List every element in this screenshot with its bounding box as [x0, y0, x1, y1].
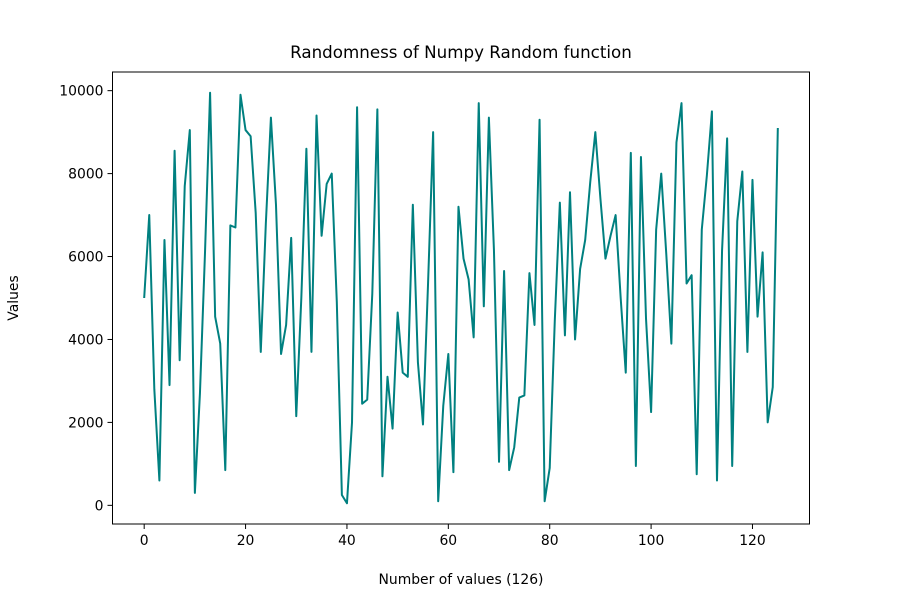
x-tick-label: 60 — [439, 533, 457, 549]
x-tick-label: 80 — [541, 533, 559, 549]
plot-area — [143, 91, 779, 505]
y-axis: 0 2000 4000 6000 8000 10000 — [59, 84, 113, 514]
x-tick-label: 120 — [739, 533, 766, 549]
y-tick-label: 6000 — [68, 250, 103, 266]
y-tick-label: 4000 — [68, 332, 103, 348]
x-axis-label: Number of values (126) — [379, 572, 544, 588]
y-axis-label: Values — [6, 275, 22, 320]
y-tick-label: 8000 — [68, 167, 103, 183]
y-tick-label: 2000 — [68, 415, 103, 431]
series-line-0 — [143, 91, 779, 505]
x-tick-label: 100 — [638, 533, 665, 549]
x-tick-label: 40 — [338, 533, 356, 549]
chart-title: Randomness of Numpy Random function — [290, 42, 632, 62]
x-axis: 0 20 40 60 80 100 120 — [140, 524, 766, 549]
x-tick-label: 0 — [140, 533, 149, 549]
x-tick-label: 20 — [237, 533, 255, 549]
y-tick-label: 10000 — [59, 84, 103, 100]
plot-frame — [112, 71, 810, 525]
y-tick-label: 0 — [95, 498, 104, 514]
